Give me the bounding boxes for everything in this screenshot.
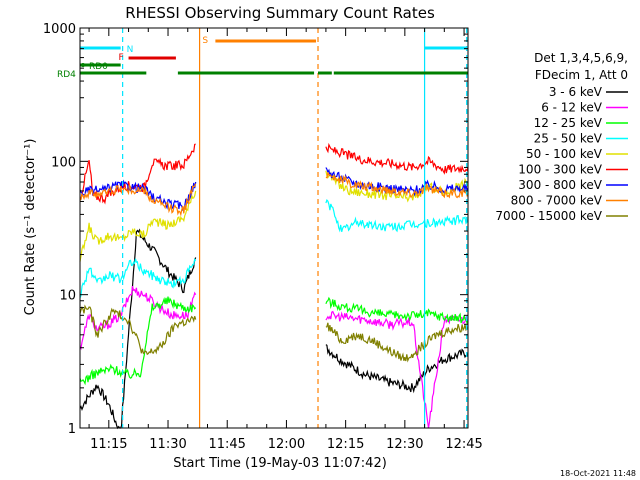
y-tick-label-10: 10 (59, 289, 76, 304)
legend-label-2: 6 - 12 keV (541, 101, 603, 115)
x-tick-label-1115: 11:15 (90, 437, 127, 452)
plot-timestamp: 18-Oct-2021 11:48 (560, 469, 636, 478)
flag-label-rd4: RD4 (57, 70, 76, 80)
flag-label-f: F (119, 53, 124, 63)
legend-label-6: 100 - 300 keV (518, 163, 602, 177)
x-tick-label-1145: 11:45 (208, 437, 245, 452)
x-tick-label-1130: 11:30 (149, 437, 186, 452)
series-line-800-7000-kev (325, 172, 469, 199)
x-tick-label-1215: 12:15 (327, 437, 364, 452)
series-line-12-25-kev (79, 296, 197, 386)
flag-label-s: S (202, 36, 208, 46)
series-line-6-12-kev (325, 310, 469, 429)
y-tick-label-1000: 1000 (43, 22, 76, 37)
series-line-50-100-kev (79, 190, 197, 262)
series-line-12-25-kev (325, 296, 469, 325)
legend-label-9: 7000 - 15000 keV (495, 209, 602, 223)
series-line-6-12-kev (79, 285, 197, 351)
flag-label-rd0: RD0 (89, 62, 108, 72)
x-tick-label-1245: 12:45 (445, 437, 482, 452)
legend-label-7: 300 - 800 keV (518, 178, 602, 192)
legend-label-3: 12 - 25 keV (534, 116, 603, 130)
series-line-3-6-kev (325, 344, 469, 394)
y-tick-label-100: 100 (51, 155, 76, 170)
series-line-100-300-kev (325, 142, 469, 175)
series-line-25-50-kev (325, 198, 469, 233)
legend-header-1: Det 1,3,4,5,6,9, (534, 51, 628, 65)
x-axis-label: Start Time (19-May-03 11:07:42) (173, 456, 387, 471)
series-layer (79, 142, 469, 430)
series-line-3-6-kev (79, 228, 197, 430)
legend-label-8: 800 - 7000 keV (511, 194, 603, 208)
legend-label-1: 3 - 6 keV (549, 85, 603, 99)
chart-title: RHESSI Observing Summary Count Rates (125, 4, 435, 22)
flag-rd0-dot (81, 63, 85, 67)
series-line-25-50-kev (79, 258, 197, 299)
x-tick-label-1230: 12:30 (386, 437, 423, 452)
legend-label-5: 50 - 100 keV (526, 147, 603, 161)
plot-frame (79, 27, 469, 429)
axes-layer: 1 10 100 1000 11:15 11:30 11:45 12:00 12:15 12:30… (43, 22, 483, 452)
y-tick-label-1: 1 (68, 422, 76, 437)
x-tick-label-1200: 12:00 (268, 437, 305, 452)
legend-label-4: 25 - 50 keV (534, 132, 603, 146)
y-axis-label: Count Rate (s⁻¹ detector⁻¹) (23, 139, 38, 316)
legend-header-2: FDecim 1, Att 0 (535, 68, 628, 82)
series-line-7000-15000-kev (79, 304, 197, 356)
series-line-7000-15000-kev (325, 322, 469, 363)
flag-label-n: N (127, 45, 134, 55)
legend: Det 1,3,4,5,6,9, FDecim 1, Att 0 3 - 6 keV… (495, 51, 628, 223)
flags-layer: NF S RD0 RD4 (57, 28, 468, 428)
series-line-800-7000-kev (79, 183, 197, 217)
